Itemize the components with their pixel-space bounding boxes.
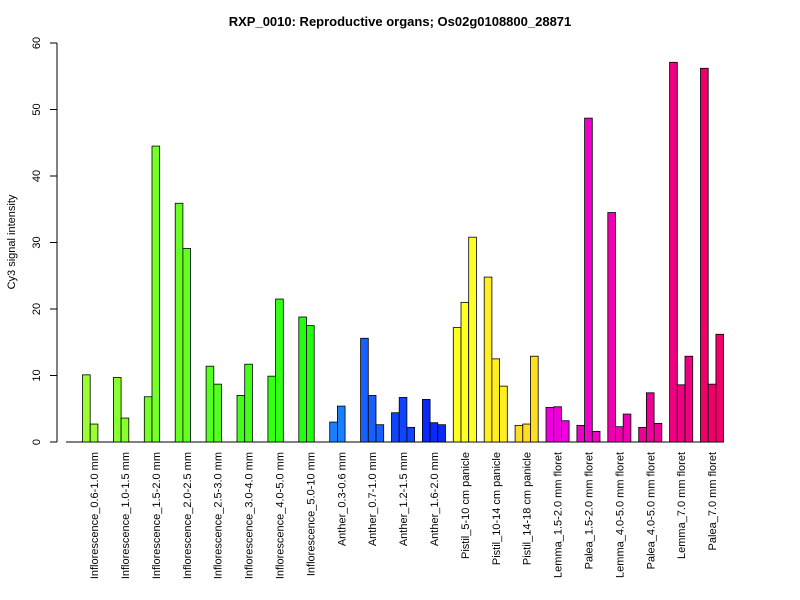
y-tick-label: 50 — [31, 103, 43, 115]
category-label: Inflorescence_2.5-3.0 mm — [213, 452, 225, 579]
bar — [468, 236, 477, 443]
bar — [646, 392, 655, 443]
category-label: Palea_4.0-5.0 mm floret — [645, 452, 657, 569]
category-label: Palea_1.5-2.0 mm floret — [584, 452, 596, 569]
bar — [607, 212, 616, 443]
bar — [545, 407, 555, 443]
bar — [298, 316, 307, 443]
category-label: Anther_0.3-0.6 mm — [336, 452, 348, 546]
bar — [89, 423, 99, 443]
category-label: Anther_0.7-1.0 mm — [367, 452, 379, 546]
bar — [267, 375, 276, 443]
bar — [174, 202, 184, 443]
bar — [182, 248, 191, 443]
bar — [669, 61, 678, 443]
bar — [530, 355, 539, 443]
category-label: Inflorescence_4.0-5.0 mm — [275, 452, 287, 579]
bar — [336, 405, 346, 443]
bar — [460, 301, 470, 443]
category-labels: Inflorescence_0.6-1.0 mm Inflorescence_1.… — [89, 452, 719, 579]
bar — [306, 325, 315, 443]
bar — [398, 397, 408, 443]
category-label: Lemma_7.0 mm floret — [676, 452, 688, 559]
bar — [700, 67, 709, 443]
bar — [360, 337, 369, 443]
category-label: Inflorescence_2.0-2.5 mm — [182, 452, 194, 579]
bar — [576, 424, 586, 443]
bar — [707, 383, 717, 443]
bar — [236, 395, 246, 443]
bar — [615, 426, 624, 443]
bar — [329, 421, 338, 443]
category-label: Inflorescence_3.0-4.0 mm — [244, 452, 256, 579]
y-tick-label: 60 — [31, 37, 43, 49]
category-label: Inflorescence_1.0-1.5 mm — [120, 452, 132, 579]
bar — [584, 117, 593, 443]
bar — [522, 423, 531, 443]
bar — [421, 399, 431, 443]
bar — [561, 420, 570, 443]
bar — [684, 355, 694, 443]
bar — [638, 426, 647, 443]
bar — [622, 413, 632, 443]
bar — [275, 298, 284, 443]
y-tick-label: 0 — [31, 439, 43, 445]
y-ticks: 0 10 20 30 40 50 60 — [31, 37, 57, 445]
bar — [375, 424, 385, 443]
category-label: Palea_7.0 mm floret — [707, 452, 719, 550]
category-label: Pistil_14-18 cm panicle — [522, 452, 534, 565]
bar — [514, 424, 524, 443]
y-tick-label: 20 — [31, 303, 43, 315]
bar — [151, 145, 161, 443]
category-label: Inflorescence_5.0-10 mm — [305, 452, 317, 576]
category-label: Pistil_10-14 cm panicle — [491, 452, 503, 565]
chart-title: RXP_0010: Reproductive organs; Os02g0108… — [229, 14, 572, 29]
bar — [452, 327, 462, 443]
bar — [244, 363, 253, 443]
y-tick-label: 40 — [31, 170, 43, 182]
bar — [429, 422, 439, 443]
bar — [391, 412, 400, 443]
bar — [653, 422, 663, 443]
bar — [213, 383, 222, 443]
bar — [715, 333, 725, 443]
category-label: Inflorescence_1.5-2.0 mm — [151, 452, 163, 579]
y-tick-label: 30 — [31, 236, 43, 248]
bars — [82, 61, 725, 443]
bar — [499, 385, 508, 443]
bar — [491, 358, 500, 443]
bar — [367, 395, 377, 443]
bar — [437, 424, 446, 443]
y-axis-label: Cy3 signal intensity — [6, 194, 18, 289]
bar — [406, 426, 415, 443]
bar — [120, 417, 130, 443]
bar — [483, 276, 493, 443]
bar — [205, 365, 215, 443]
category-label: Lemma_1.5-2.0 mm floret — [553, 452, 565, 578]
bar — [591, 430, 601, 443]
category-label: Anther_1.2-1.5 mm — [398, 452, 410, 546]
category-label: Inflorescence_0.6-1.0 mm — [89, 452, 101, 579]
category-label: Anther_1.6-2.0 mm — [429, 452, 441, 546]
bar — [143, 396, 153, 443]
bar — [113, 377, 122, 443]
bar — [82, 374, 91, 443]
category-label: Pistil_5-10 cm panicle — [460, 452, 472, 559]
bar — [676, 384, 686, 443]
category-label: Lemma_4.0-5.0 mm floret — [614, 452, 626, 578]
y-tick-label: 10 — [31, 369, 43, 381]
bar — [553, 406, 562, 443]
